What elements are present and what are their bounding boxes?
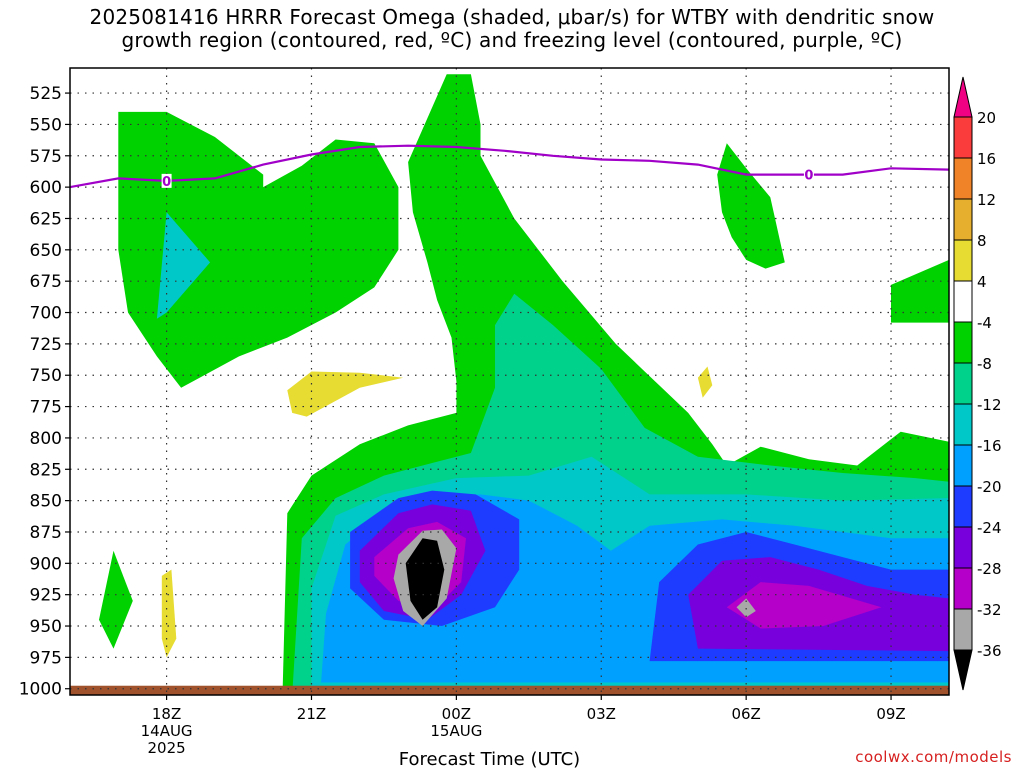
colorbar-label-8: 8 bbox=[977, 232, 987, 250]
y-tick-label-750: 750 bbox=[30, 366, 62, 386]
omega-region-4_8 bbox=[697, 366, 713, 398]
y-tick-label-550: 550 bbox=[30, 115, 62, 135]
omega-shading bbox=[70, 74, 949, 695]
y-tick-label-700: 700 bbox=[30, 304, 62, 324]
x-tick-label-21Z: 21Z bbox=[297, 705, 326, 723]
colorbar-label--20: -20 bbox=[977, 478, 1002, 496]
x-axis-label: Forecast Time (UTC) bbox=[399, 749, 580, 768]
x-tick-label-18Z: 18Z bbox=[152, 705, 181, 723]
y-tick-label-1000: 1000 bbox=[19, 680, 62, 700]
plot-frame bbox=[69, 67, 950, 696]
colorbar-label--28: -28 bbox=[977, 560, 1002, 578]
x-tick-label-06Z: 06Z bbox=[731, 705, 760, 723]
x-tick-label-03Z: 03Z bbox=[587, 705, 616, 723]
colorbar-label--8: -8 bbox=[977, 355, 992, 373]
y-tick-label-675: 675 bbox=[30, 272, 62, 292]
colorbar: 20 16 12 8 4 -4 -8 -12 -16 -20 -24 -28 -32 -36 bbox=[953, 76, 1002, 691]
colorbar-label--36: -36 bbox=[977, 642, 1002, 660]
y-tick-label-825: 825 bbox=[30, 460, 62, 480]
colorbar-label--24: -24 bbox=[977, 519, 1002, 537]
omega-region--8_-4 bbox=[99, 550, 133, 649]
colorbar-bin-12_16 bbox=[953, 157, 973, 200]
y-tick-label-975: 975 bbox=[30, 648, 62, 668]
colorbar-label-4: 4 bbox=[977, 273, 987, 291]
omega-region-below_-36 bbox=[405, 538, 445, 620]
title-line-1: 2025081416 HRRR Forecast Omega (shaded, … bbox=[89, 5, 935, 29]
y-tick-label-800: 800 bbox=[30, 429, 62, 449]
y-tick-label-600: 600 bbox=[30, 178, 62, 198]
omega-region--16_-12 bbox=[156, 212, 211, 319]
colorbar-label-16: 16 bbox=[977, 150, 996, 168]
surface-strip bbox=[70, 685, 949, 695]
omega-region--36_-32 bbox=[736, 598, 756, 618]
credit-text[interactable]: coolwx.com/models bbox=[855, 748, 1012, 766]
colorbar-triangle-top bbox=[953, 76, 973, 118]
x-tick-date-00Z: 15AUG bbox=[430, 722, 482, 740]
freezing-level-label-1: 0 bbox=[804, 169, 813, 184]
y-tick-label-950: 950 bbox=[30, 617, 62, 637]
y-tick-label-575: 575 bbox=[30, 147, 62, 167]
y-tick-label-900: 900 bbox=[30, 554, 62, 574]
freezing-label-bg bbox=[803, 167, 814, 182]
omega-region-4_8 bbox=[287, 371, 404, 417]
colorbar-label--12: -12 bbox=[977, 396, 1002, 414]
y-tick-label-850: 850 bbox=[30, 492, 62, 512]
colorbar-bin--12_-8 bbox=[953, 362, 973, 405]
y-tick-label-625: 625 bbox=[30, 209, 62, 229]
x-tick-year-18Z: 2025 bbox=[147, 739, 185, 757]
omega-region--8_-4 bbox=[717, 143, 785, 269]
x-tick-label-09Z: 09Z bbox=[876, 705, 905, 723]
y-tick-label-525: 525 bbox=[30, 84, 62, 104]
x-tick-label-00Z: 00Z bbox=[442, 705, 471, 723]
colorbar-bin--4_4 bbox=[953, 280, 973, 323]
omega-region--32_-28 bbox=[726, 582, 882, 629]
colorbar-bin-8_12 bbox=[953, 198, 973, 241]
y-tick-label-650: 650 bbox=[30, 241, 62, 261]
colorbar-bin--8_-4 bbox=[953, 321, 973, 364]
colorbar-label-20: 20 bbox=[977, 109, 996, 127]
colorbar-bin--24_-20 bbox=[953, 485, 973, 528]
freezing-level-line bbox=[70, 144, 949, 189]
colorbar-label--32: -32 bbox=[977, 601, 1002, 619]
colorbar-bin--36_-32 bbox=[953, 608, 973, 651]
freezing-label-bg bbox=[161, 173, 172, 188]
freezing-level-label-0: 0 bbox=[162, 175, 171, 190]
colorbar-triangle-bottom bbox=[953, 649, 973, 691]
colorbar-bin--16_-12 bbox=[953, 403, 973, 446]
colorbar-bin-4_8 bbox=[953, 239, 973, 282]
y-axis: 525 550 575 600 625 650 675 700 725 750 775 800 825 8… bbox=[19, 84, 70, 700]
y-tick-label-875: 875 bbox=[30, 523, 62, 543]
y-tick-label-925: 925 bbox=[30, 586, 62, 606]
chart-title: 2025081416 HRRR Forecast Omega (shaded, … bbox=[0, 6, 1024, 52]
colorbar-bin--32_-28 bbox=[953, 567, 973, 610]
y-tick-label-725: 725 bbox=[30, 335, 62, 355]
x-tick-date-18Z: 14AUG bbox=[141, 722, 193, 740]
colorbar-bin--28_-24 bbox=[953, 526, 973, 569]
omega-region--8_-4 bbox=[891, 259, 949, 323]
colorbar-label--4: -4 bbox=[977, 314, 992, 332]
colorbar-bin-16_20 bbox=[953, 116, 973, 159]
title-line-2: growth region (contoured, red, ºC) and f… bbox=[121, 28, 903, 52]
colorbar-label--16: -16 bbox=[977, 437, 1002, 455]
y-tick-label-775: 775 bbox=[30, 398, 62, 418]
omega-region-4_8 bbox=[161, 569, 177, 658]
plot-border bbox=[69, 67, 950, 696]
colorbar-bin--20_-16 bbox=[953, 444, 973, 487]
colorbar-label-12: 12 bbox=[977, 191, 996, 209]
